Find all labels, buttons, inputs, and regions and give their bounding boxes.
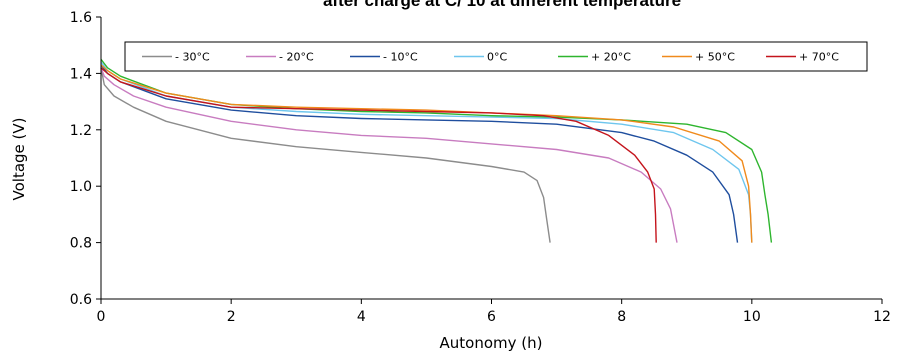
x-tick-label: 12 xyxy=(873,309,891,325)
x-tick-label: 8 xyxy=(617,309,626,325)
series-line-4 xyxy=(100,61,753,243)
x-axis-label: Autonomy (h) xyxy=(440,334,543,352)
y-tick-label: 1.2 xyxy=(70,123,92,139)
legend-entry-label: - 10°C xyxy=(383,51,418,64)
y-tick-label: 0.6 xyxy=(70,292,92,308)
legend-entry-label: + 70°C xyxy=(799,51,839,64)
x-tick-label: 2 xyxy=(227,309,236,325)
legend-entry-label: + 50°C xyxy=(695,51,735,64)
series-line-5 xyxy=(100,58,773,243)
y-axis-label: Voltage (V) xyxy=(10,118,28,201)
y-tick-label: 0.8 xyxy=(70,236,92,252)
series-line-3 xyxy=(100,64,739,243)
legend-entry-label: - 20°C xyxy=(279,51,314,64)
x-tick-label: 10 xyxy=(743,309,761,325)
x-tick-label: 6 xyxy=(487,309,496,325)
y-tick-label: 1.4 xyxy=(70,66,92,82)
series-line-1 xyxy=(100,67,551,243)
chart-title: after charge at C/ 10 at different tempe… xyxy=(323,0,681,10)
legend-entry-label: 0°C xyxy=(487,51,507,64)
y-tick-label: 1.6 xyxy=(70,10,92,26)
series-line-6 xyxy=(100,64,753,243)
x-tick-label: 0 xyxy=(97,309,106,325)
legend-entry-label: - 30°C xyxy=(175,51,210,64)
series-lines xyxy=(100,58,773,243)
legend: - 30°C - 20°C - 10°C 0°C + 20°C + 50°C + 70°C xyxy=(124,41,868,72)
legend-entry-label: + 20°C xyxy=(591,51,631,64)
y-tick-label: 1.0 xyxy=(70,179,92,195)
series-line-7 xyxy=(100,67,657,243)
x-tick-label: 4 xyxy=(357,309,366,325)
